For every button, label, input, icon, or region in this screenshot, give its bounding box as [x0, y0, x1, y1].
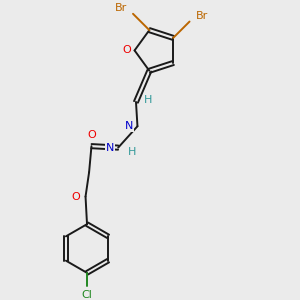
Text: N: N	[106, 142, 114, 153]
Text: O: O	[122, 45, 130, 56]
Text: H: H	[144, 95, 153, 105]
Text: Cl: Cl	[82, 290, 92, 299]
Text: O: O	[72, 192, 80, 202]
Text: O: O	[87, 130, 96, 140]
Text: Br: Br	[114, 4, 127, 14]
Text: N: N	[125, 121, 133, 131]
Text: H: H	[128, 147, 136, 157]
Text: Br: Br	[196, 11, 208, 21]
